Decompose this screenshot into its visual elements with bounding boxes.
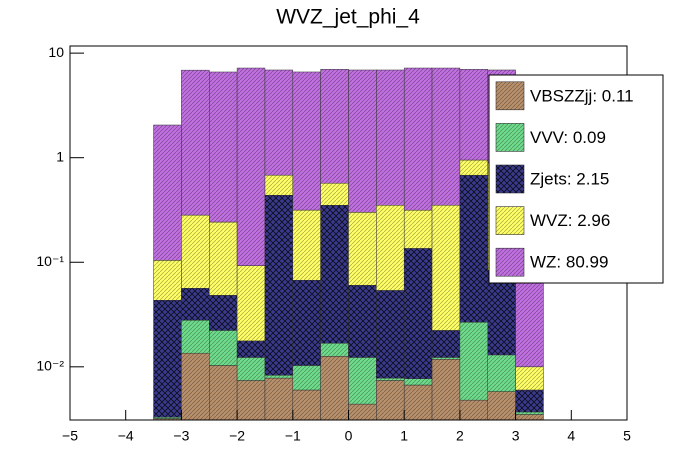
- histogram-bar: [153, 260, 182, 301]
- histogram-bar: [292, 365, 321, 391]
- histogram-bar: [181, 288, 210, 321]
- y-tick-label: 1: [56, 148, 64, 164]
- x-tick-label: −4: [118, 428, 134, 444]
- chart-title: WVZ_jet_phi_4: [276, 6, 420, 29]
- histogram-bar: [431, 357, 461, 360]
- y-tick-label: 10⁻²: [36, 358, 64, 374]
- histogram-bar: [431, 359, 461, 421]
- histogram-bar: [236, 265, 266, 342]
- histogram-bar: [515, 414, 544, 421]
- legend-label: WVZ: 2.96: [530, 211, 610, 230]
- x-tick-label: −1: [285, 428, 301, 444]
- y-tick-label: 10⁻¹: [36, 253, 64, 269]
- histogram-bar: [459, 174, 488, 323]
- histogram-bar: [153, 124, 182, 261]
- legend-label: Zjets: 2.15: [530, 169, 609, 188]
- histogram-bar: [459, 159, 488, 176]
- legend-label: WZ: 80.99: [530, 253, 608, 272]
- legend-label: VVV: 0.09: [530, 128, 606, 147]
- histogram-bar: [209, 330, 238, 366]
- histogram-bar: [209, 71, 238, 223]
- x-tick-label: 2: [456, 428, 464, 444]
- histogram-bar: [236, 380, 266, 421]
- x-tick-label: 3: [512, 428, 520, 444]
- histogram-bar: [376, 290, 405, 379]
- x-tick-label: 1: [400, 428, 408, 444]
- histogram-bar: [181, 352, 210, 421]
- histogram-bar: [403, 378, 433, 386]
- histogram-bar: [320, 343, 349, 357]
- histogram-bar: [264, 69, 294, 176]
- histogram-bar: [376, 69, 405, 206]
- histogram-bar: [264, 375, 294, 379]
- histogram-bar: [431, 204, 461, 331]
- histogram-bar: [487, 391, 516, 421]
- legend-swatch-pattern: [496, 123, 524, 152]
- histogram-bar: [348, 284, 377, 358]
- histogram-bar: [515, 366, 544, 391]
- histogram-bar: [153, 300, 182, 418]
- histogram-bar: [181, 69, 210, 216]
- legend: VBSZZjj: 0.11 VVV: 0.09 Zjets: 2.15 WVZ: 2.…: [488, 74, 664, 284]
- histogram-bar: [320, 69, 349, 184]
- legend-swatch-pattern: [496, 165, 524, 193]
- y-tick-label: 10: [48, 44, 64, 60]
- histogram-bar: [320, 205, 349, 344]
- histogram-bar: [181, 319, 210, 354]
- histogram-bar: [236, 340, 266, 358]
- histogram-bar: [209, 221, 238, 296]
- plot-area: [153, 67, 544, 421]
- histogram-bar: [209, 365, 238, 421]
- histogram-bar: [236, 357, 266, 381]
- histogram-bar: [403, 67, 433, 211]
- legend-swatch-pattern: [496, 206, 524, 235]
- histogram-bar: [376, 380, 405, 421]
- histogram-bar: [348, 69, 377, 213]
- x-tick-label: −3: [173, 428, 189, 444]
- legend-swatch-pattern: [496, 248, 524, 277]
- histogram-bar: [209, 295, 238, 331]
- histogram-bar: [292, 209, 321, 281]
- histogram-bar: [181, 214, 210, 289]
- histogram-bar: [376, 377, 405, 381]
- x-tick-label: −2: [229, 428, 245, 444]
- histogram-bar: [515, 389, 544, 413]
- x-tick-label: −5: [62, 428, 78, 444]
- histogram-bar: [236, 67, 266, 266]
- histogram-bar: [348, 212, 377, 286]
- histogram-bar: [403, 384, 433, 421]
- x-tick-label: 0: [345, 428, 353, 444]
- histogram-bar: [320, 356, 349, 421]
- histogram-bar: [348, 357, 377, 405]
- legend-swatch-pattern: [496, 81, 524, 110]
- histogram-bar: [292, 279, 321, 366]
- histogram-bar: [376, 205, 405, 291]
- histogram-bar: [292, 71, 321, 211]
- x-tick-label: 4: [567, 428, 575, 444]
- histogram-bar: [320, 182, 349, 206]
- histogram-bar: [348, 403, 377, 421]
- histogram-bar: [264, 195, 294, 376]
- histogram-bar: [431, 67, 461, 206]
- histogram-bar: [487, 354, 516, 392]
- histogram-bar: [403, 209, 433, 249]
- histogram-bar: [431, 330, 461, 358]
- histogram-bar: [264, 174, 294, 196]
- histogram-bar: [459, 399, 488, 421]
- histogram-bar: [292, 389, 321, 421]
- histogram-bar: [264, 377, 294, 421]
- x-tick-label: 5: [623, 428, 631, 444]
- histogram-bar: [403, 248, 433, 379]
- legend-label: VBSZZjj: 0.11: [530, 86, 634, 105]
- histogram-bar: [459, 69, 488, 161]
- histogram-bar: [515, 411, 544, 415]
- histogram-bar: [459, 321, 488, 401]
